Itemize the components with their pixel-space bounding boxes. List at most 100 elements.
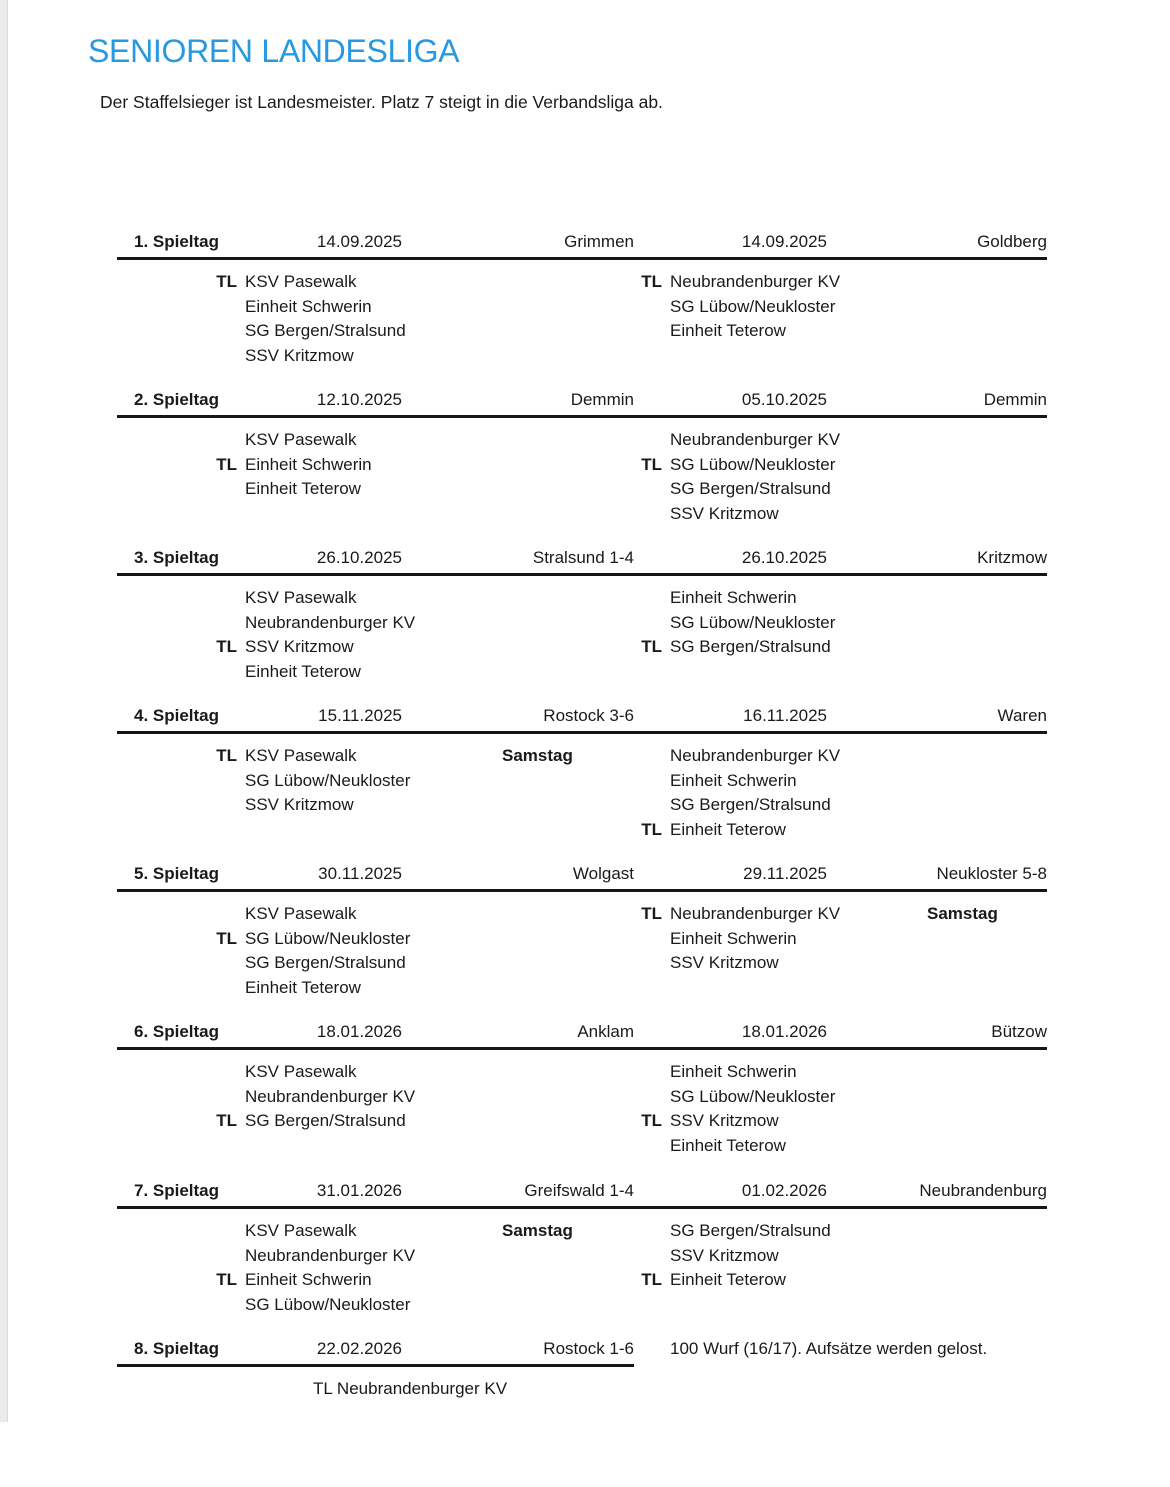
team-name: Neubrandenburger KV (670, 430, 841, 449)
team-row: TL SG Bergen/Stralsund (542, 635, 835, 660)
page-title: SENIOREN LANDESLIGA (88, 33, 460, 69)
team-name: Einheit Schwerin (670, 1062, 797, 1081)
team-leader-badge (542, 502, 662, 527)
right-venue: Neukloster 5-8 (936, 864, 1047, 883)
team-row: TL SG Lübow/Neukloster (542, 453, 840, 478)
team-name: Einheit Teterow (670, 321, 786, 341)
matchday-section-8: 8. Spieltag 22.02.2026 Rostock 1-6 100 Wurf… (117, 1339, 1047, 1398)
team-row: Einheit Teterow (117, 976, 410, 1001)
team-leader-badge: TL (641, 1270, 662, 1290)
team-row: TL Neubrandenburger KV (542, 270, 840, 295)
team-leader-badge (117, 1060, 237, 1085)
team-name: Neubrandenburger KV (670, 272, 841, 291)
team-row: Neubrandenburger KV (117, 611, 415, 636)
right-venue: Neubrandenburg (919, 1181, 1047, 1200)
header-rule (117, 731, 1047, 734)
right-date: 01.02.2026 (741, 1181, 827, 1200)
right-date: 29.11.2025 (743, 864, 827, 883)
team-row: SG Lübow/Neukloster (542, 295, 840, 320)
team-name: Einheit Teterow (245, 977, 361, 997)
team-row: TL SSV Kritzmow (117, 635, 415, 660)
team-leader-badge (117, 976, 237, 1001)
left-team-column: KSV Pasewalk TL Einheit Schwerin Einheit Te… (117, 428, 372, 502)
right-date: 16.11.2025 (743, 706, 827, 725)
team-leader-badge: TL (641, 272, 662, 291)
team-leader-badge (117, 769, 237, 794)
team-leader-badge (117, 793, 237, 818)
saturday-note: Samstag (502, 746, 573, 765)
team-leader-badge: TL (216, 1270, 237, 1290)
matchday-header: 2. Spieltag 12.10.2025 Demmin 05.10.2025 Dem… (117, 390, 1047, 416)
matchday-section-1: 1. Spieltag 14.09.2025 Grimmen 14.09.2025 Go… (117, 232, 1047, 365)
team-leader-badge: TL (641, 819, 662, 839)
right-date: 26.10.2025 (741, 548, 827, 567)
team-row: Neubrandenburger KV (117, 1085, 415, 1110)
team-leader-badge (117, 319, 237, 344)
left-venue: Rostock 3-6 (543, 706, 634, 725)
header-rule (117, 415, 1047, 418)
team-name: SG Lübow/Neukloster (245, 1294, 411, 1314)
team-name: Einheit Teterow (245, 661, 361, 681)
page-subtitle: Der Staffelsieger ist Landesmeister. Pla… (100, 92, 663, 112)
team-name: Neubrandenburger KV (245, 612, 416, 632)
team-row: SSV Kritzmow (117, 793, 410, 818)
team-name: SG Bergen/Stralsund (670, 1221, 831, 1240)
teams-area: KSV Pasewalk TL Einheit Schwerin Einheit Te… (117, 428, 1047, 538)
team-leader-badge: TL (216, 746, 237, 765)
right-venue: Kritzmow (977, 548, 1047, 567)
team-name: SSV Kritzmow (245, 637, 354, 657)
left-team-column: KSV Pasewalk TL SG Lübow/Neukloster SG Berg… (117, 902, 410, 1000)
team-row: TL Neubrandenburger KV (542, 902, 840, 927)
team-leader-badge (117, 611, 237, 636)
teams-area: KSV Pasewalk TL SG Lübow/Neukloster SG Berg… (117, 902, 1047, 1012)
right-date: 14.09.2025 (741, 232, 827, 251)
team-name: Neubrandenburger KV (670, 746, 841, 765)
team-leader-badge (542, 477, 662, 502)
team-row: SG Bergen/Stralsund (542, 793, 840, 818)
team-name: SSV Kritzmow (245, 795, 354, 815)
team-leader-badge (542, 769, 662, 794)
left-venue: Demmin (570, 390, 634, 409)
right-date: 05.10.2025 (741, 390, 827, 409)
team-row: SG Bergen/Stralsund (117, 319, 406, 344)
teams-area: TL Neubrandenburger KV (117, 1377, 1047, 1487)
right-team-column: TL Neubrandenburger KV Einheit Schwerin SSV… (542, 902, 840, 976)
team-name: Einheit Teterow (245, 479, 361, 499)
team-leader-badge (117, 344, 237, 369)
team-row: Einheit Teterow (542, 1134, 835, 1159)
team-leader-badge (117, 1085, 237, 1110)
matchday-section-2: 2. Spieltag 12.10.2025 Demmin 05.10.2025 Dem… (117, 390, 1047, 523)
team-leader-badge (117, 1293, 237, 1318)
team-row: KSV Pasewalk (117, 586, 415, 611)
team-row: TL Einheit Teterow (542, 818, 840, 843)
team-row: KSV Pasewalk (117, 1060, 415, 1085)
left-team-column: KSV Pasewalk Neubrandenburger KV TL SSV Kri… (117, 586, 415, 684)
team-name: KSV Pasewalk (245, 1062, 357, 1081)
team-name: Einheit Schwerin (245, 454, 372, 474)
matchday-header: 6. Spieltag 18.01.2026 Anklam 18.01.2026 Büt… (117, 1022, 1047, 1048)
matchday-section-4: 4. Spieltag 15.11.2025 Rostock 3-6 16.11.20… (117, 706, 1047, 839)
team-leader-badge (117, 902, 237, 927)
team-leader-badge (542, 1085, 662, 1110)
left-team-column: KSV Pasewalk Neubrandenburger KV TL Einheit… (117, 1219, 415, 1317)
left-venue: Anklam (577, 1022, 634, 1041)
matchday-header: 3. Spieltag 26.10.2025 Stralsund 1-4 26.10.… (117, 548, 1047, 574)
team-row: SG Lübow/Neukloster (542, 611, 835, 636)
team-row: SSV Kritzmow (542, 1244, 831, 1269)
left-venue: Wolgast (572, 864, 634, 883)
team-leader-badge (542, 951, 662, 976)
team-name: KSV Pasewalk (245, 588, 357, 607)
left-date: 31.01.2026 (316, 1181, 402, 1200)
matchday-label: 7. Spieltag (134, 1181, 220, 1200)
header-rule (117, 1047, 1047, 1050)
team-row: SSV Kritzmow (117, 344, 406, 369)
team-leader-badge (542, 793, 662, 818)
team-leader-badge (542, 1244, 662, 1269)
team-name: SG Bergen/Stralsund (670, 637, 831, 657)
team-leader-badge (542, 927, 662, 952)
team-name: Einheit Teterow (670, 1135, 786, 1155)
throws-info-note: 100 Wurf (16/17). Aufsätze werden gelost… (670, 1339, 988, 1358)
team-row: TL KSV Pasewalk (117, 270, 406, 295)
team-leader-badge (542, 319, 662, 344)
team-name: SG Bergen/Stralsund (670, 479, 831, 499)
